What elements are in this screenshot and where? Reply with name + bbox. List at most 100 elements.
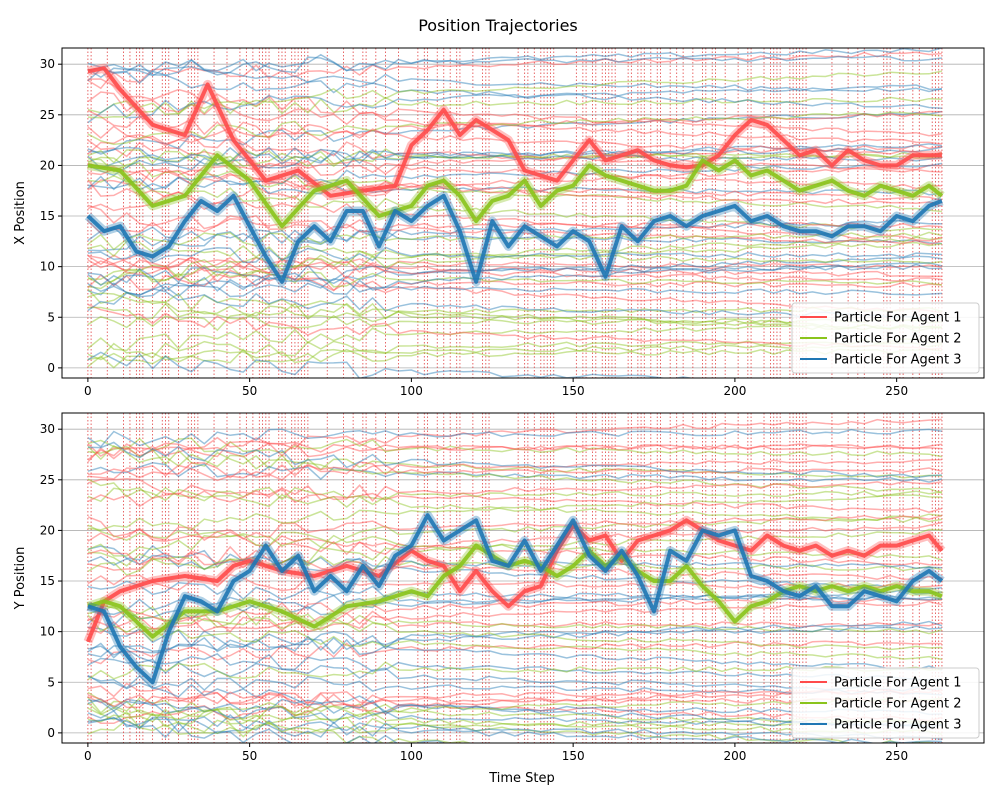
background-particle-path <box>87 528 942 576</box>
x-plot-ticks: 0 50 100 150 200 250 0 5 10 15 20 25 30 <box>40 57 908 398</box>
y-plot-frame <box>61 412 985 744</box>
background-particle-path <box>87 218 942 235</box>
x-position-plot: 0 50 100 150 200 250 0 5 10 15 20 25 30 X Position P… <box>13 47 985 398</box>
background-particle-path <box>87 441 942 479</box>
background-particle-path <box>87 513 942 557</box>
background-particle-path <box>87 174 942 232</box>
y-tick-label: 30 <box>40 422 55 436</box>
agent-series-line <box>87 153 944 229</box>
agent-series-line <box>87 543 943 639</box>
y-plot-legend: Particle For Agent 1 Particle For Agent 2… <box>791 667 980 739</box>
x-tick-label: 0 <box>84 384 92 398</box>
y-tick-label: 10 <box>40 625 55 639</box>
x-plot-legend: Particle For Agent 1 Particle For Agent 2… <box>791 302 980 374</box>
background-particle-path <box>87 246 942 264</box>
x-tick-label: 50 <box>242 749 257 763</box>
background-particle-path <box>87 696 936 743</box>
agent-series-line <box>87 513 944 685</box>
x-tick-label: 50 <box>242 384 257 398</box>
background-particle-path <box>87 445 942 479</box>
background-particle-path <box>87 596 942 623</box>
background-particle-path <box>87 220 942 252</box>
background-particle-path <box>87 602 942 651</box>
x-tick-label: 250 <box>885 749 908 763</box>
x-tick-label: 200 <box>723 384 746 398</box>
legend-entry-label: Particle For Agent 3 <box>834 718 962 733</box>
x-plot-agent-series <box>84 63 945 287</box>
y-plot-x-axis-label: Time Step <box>488 771 555 786</box>
background-particle-path <box>87 477 943 513</box>
legend-entry-label: Particle For Agent 1 <box>834 676 962 691</box>
background-particle-path <box>87 615 943 633</box>
x-tick-label: 250 <box>885 384 908 398</box>
y-tick-label: 15 <box>40 574 55 588</box>
background-particle-path <box>87 157 942 213</box>
background-particle-path <box>87 253 943 272</box>
y-tick-label: 30 <box>40 57 55 71</box>
x-tick-label: 0 <box>84 749 92 763</box>
y-tick-label: 5 <box>47 310 55 324</box>
y-tick-label: 0 <box>47 361 55 375</box>
background-particle-path <box>87 605 943 635</box>
background-particle-path <box>87 53 942 72</box>
background-particle-path <box>87 625 942 658</box>
agent-series-line <box>87 66 942 198</box>
background-particle-path <box>87 351 763 378</box>
legend-entry-label: Particle For Agent 2 <box>834 332 962 347</box>
background-particle-path <box>87 257 942 282</box>
figure-title: Position Trajectories <box>418 16 578 35</box>
y-tick-label: 20 <box>40 158 55 172</box>
background-particle-path <box>87 717 494 743</box>
background-particle-path <box>87 494 942 531</box>
background-particle-path <box>87 255 943 296</box>
y-plot-agent-series <box>83 510 946 687</box>
background-particle-path <box>87 241 942 290</box>
background-particle-path <box>87 240 943 265</box>
background-particle-path <box>87 620 943 659</box>
y-tick-label: 0 <box>47 726 55 740</box>
legend-box <box>791 302 980 374</box>
legend-entry-label: Particle For Agent 3 <box>834 353 962 368</box>
background-particle-path <box>87 110 942 155</box>
background-particle-path <box>87 110 943 153</box>
background-particle-path <box>87 481 943 508</box>
background-particle-path <box>87 91 942 145</box>
legend-entry-label: Particle For Agent 2 <box>834 697 962 712</box>
legend-entry-label: Particle For Agent 1 <box>834 311 962 326</box>
y-tick-label: 25 <box>40 108 55 122</box>
x-tick-label: 150 <box>562 384 585 398</box>
background-particle-path <box>87 486 943 503</box>
background-particle-path <box>87 204 943 246</box>
background-particle-path <box>87 418 942 463</box>
y-tick-label: 20 <box>40 523 55 537</box>
background-particle-path <box>87 458 942 479</box>
background-particle-path <box>87 514 943 543</box>
y-position-plot: 0 50 100 150 200 250 0 5 10 15 20 25 30 Y Position T… <box>13 412 985 786</box>
agent-series-line <box>86 518 944 643</box>
background-particle-path <box>87 702 473 743</box>
background-particle-path <box>87 464 943 482</box>
background-particle-path <box>87 478 943 523</box>
y-plot-background-particles <box>87 418 943 743</box>
background-particle-path <box>87 70 943 119</box>
x-plot-y-axis-label: X Position <box>13 181 28 245</box>
y-plot-ticks: 0 50 100 150 200 250 0 5 10 15 20 25 30 <box>40 422 908 763</box>
background-particle-path <box>87 521 943 571</box>
background-particle-path <box>87 263 942 287</box>
background-particle-path <box>87 162 943 191</box>
background-particle-path <box>87 66 942 110</box>
background-particle-path <box>87 440 943 458</box>
background-particle-path <box>87 549 942 580</box>
agent-series-line <box>86 193 943 284</box>
y-tick-label: 10 <box>40 260 55 274</box>
x-tick-label: 150 <box>562 749 585 763</box>
background-particle-path <box>87 600 943 635</box>
y-tick-label: 15 <box>40 209 55 223</box>
background-particle-path <box>87 272 942 296</box>
background-particle-path <box>87 236 942 286</box>
background-particle-path <box>87 428 943 448</box>
background-particle-path <box>87 626 943 671</box>
background-particle-path <box>87 462 943 483</box>
background-particle-path <box>87 614 943 661</box>
